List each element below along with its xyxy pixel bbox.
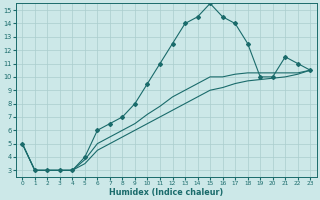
X-axis label: Humidex (Indice chaleur): Humidex (Indice chaleur) [109, 188, 223, 197]
